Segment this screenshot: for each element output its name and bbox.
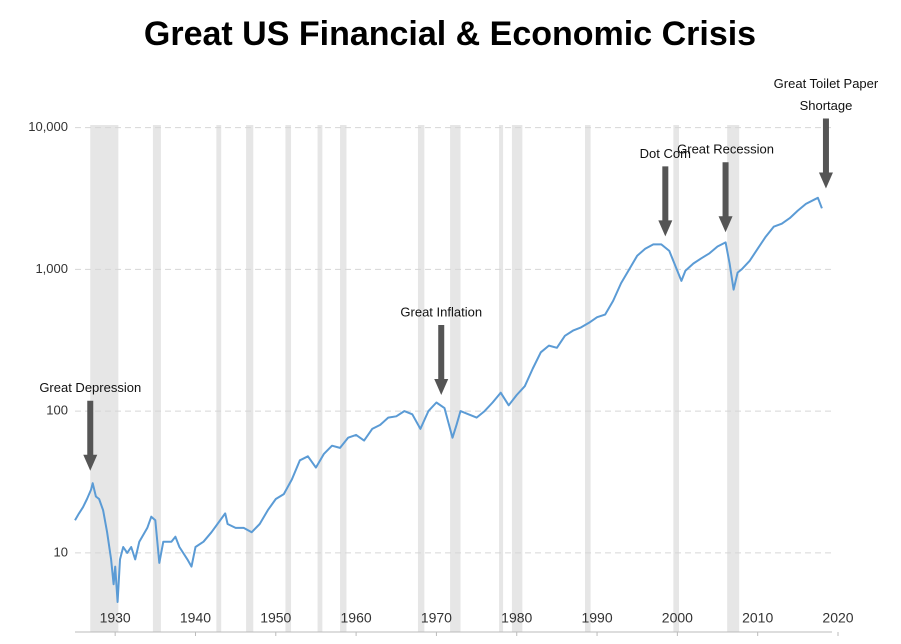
annotation-label: Great Depression [39,380,141,395]
chart-title: Great US Financial & Economic Crisis [144,15,756,53]
annotation-label: Great Recession [677,142,774,157]
price-line [74,196,823,603]
recession-band [673,125,679,632]
recession-band [285,125,292,632]
annotation-label: Great Inflation [400,304,482,319]
annotation-arrow [818,118,833,189]
x-tick-label: 2020 [822,610,853,626]
x-tick-label: 2000 [662,610,693,626]
recession-band [90,125,119,632]
y-tick-label: 100 [46,403,68,418]
x-tick-label: 1940 [180,610,211,626]
annotation-label: Great Toilet Paper [774,76,879,91]
annotation-arrow [83,400,98,471]
x-tick-label: 1950 [260,610,291,626]
recession-band [417,125,425,632]
annotation-label: Dot Com [640,146,691,161]
recession-band [246,125,254,632]
annotation-label: Shortage [800,98,853,113]
x-tick-label: 1930 [100,610,131,626]
y-tick-label: 1,000 [35,261,68,276]
recession-band [727,125,740,632]
recession-band [499,125,504,632]
y-tick-label: 10,000 [28,119,68,134]
recession-band [216,125,222,632]
annotation-arrow [434,324,449,395]
x-tick-label: 1990 [581,610,612,626]
x-tick-label: 1960 [341,610,372,626]
x-tick-label: 1980 [501,610,532,626]
x-tick-label: 2010 [742,610,773,626]
recession-band [511,125,523,632]
recession-band [317,125,323,632]
recession-band [585,125,591,632]
annotation-arrow [718,162,733,233]
annotation-arrow [658,166,673,237]
recession-band [340,125,347,632]
recession-band [152,125,161,632]
recession-band [450,125,461,632]
y-tick-label: 10 [54,544,68,559]
x-tick-label: 1970 [421,610,452,626]
